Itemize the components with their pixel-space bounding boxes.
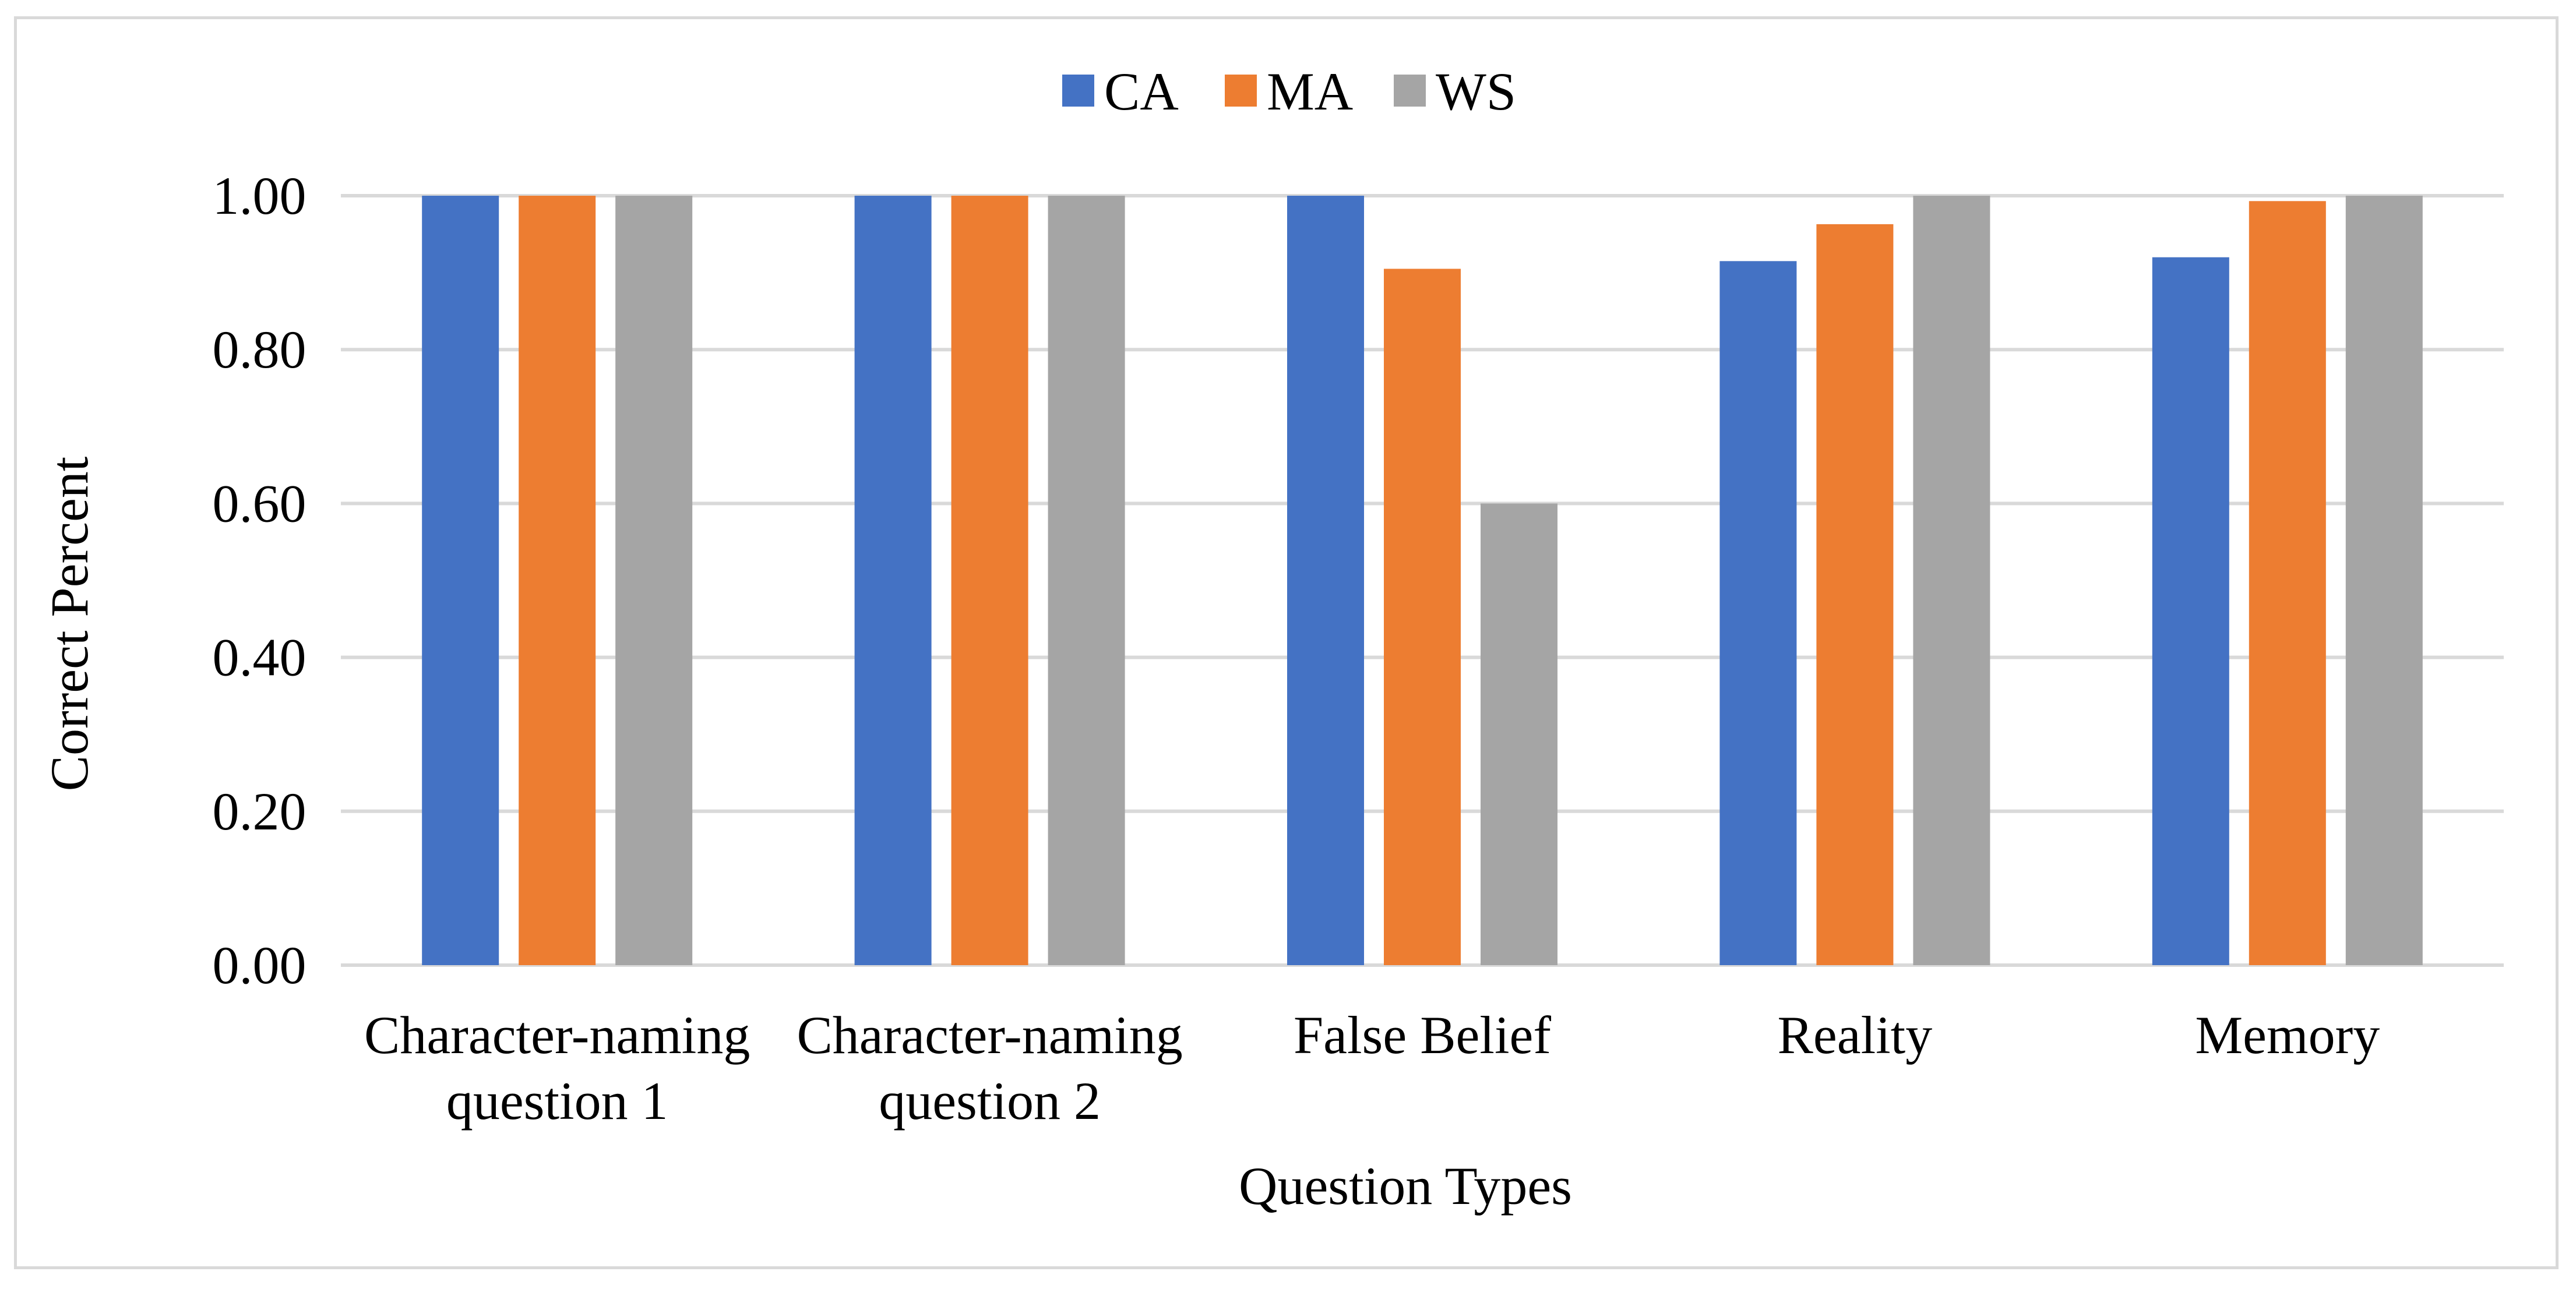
x-tick-label: Character-naming	[364, 1005, 750, 1065]
legend-label-ma: MA	[1267, 62, 1353, 121]
bar-ws-3	[1481, 503, 1557, 965]
y-tick-label: 0.80	[213, 320, 306, 379]
legend-swatch-ws	[1394, 75, 1426, 107]
legend-swatch-ma	[1225, 75, 1257, 107]
bar-ma-4	[1816, 224, 1894, 966]
y-tick-label: 0.20	[213, 782, 306, 841]
y-tick-labels: 0.00 0.20 0.40 0.60 0.80 1.00	[213, 166, 306, 995]
y-tick-label: 1.00	[213, 166, 306, 225]
y-tick-label: 0.40	[213, 628, 306, 687]
bar-ca-2	[854, 196, 932, 965]
bar-ws-4	[1913, 196, 1990, 965]
bar-ws-1	[615, 196, 693, 965]
bar-ca-5	[2152, 257, 2229, 966]
x-tick-label: question 2	[879, 1071, 1101, 1131]
bar-ma-1	[519, 196, 596, 965]
legend-label-ca: CA	[1104, 62, 1179, 121]
legend-swatch-ca	[1062, 75, 1094, 107]
x-tick-label: question 1	[446, 1071, 668, 1131]
bar-ma-3	[1384, 269, 1461, 965]
bar-ws-5	[2345, 196, 2423, 965]
y-tick-label: 0.60	[213, 474, 306, 533]
bar-ca-3	[1287, 196, 1364, 965]
bars	[422, 196, 2423, 966]
y-axis-title: Correct Percent	[40, 456, 99, 791]
x-tick-label: False Belief	[1294, 1005, 1551, 1065]
y-tick-label: 0.00	[213, 935, 306, 995]
bar-ca-4	[1719, 261, 1797, 965]
x-tick-label: Memory	[2195, 1005, 2380, 1065]
bar-ws-2	[1048, 196, 1125, 965]
bar-ma-2	[951, 196, 1028, 965]
x-axis-title: Question Types	[1239, 1156, 1572, 1216]
bar-ca-1	[422, 196, 499, 965]
legend-label-ws: WS	[1436, 62, 1516, 121]
x-tick-label: Character-naming	[797, 1005, 1182, 1065]
legend: CA MA WS	[1062, 62, 1516, 121]
x-tick-label: Reality	[1778, 1005, 1933, 1065]
bar-ma-5	[2249, 201, 2326, 965]
